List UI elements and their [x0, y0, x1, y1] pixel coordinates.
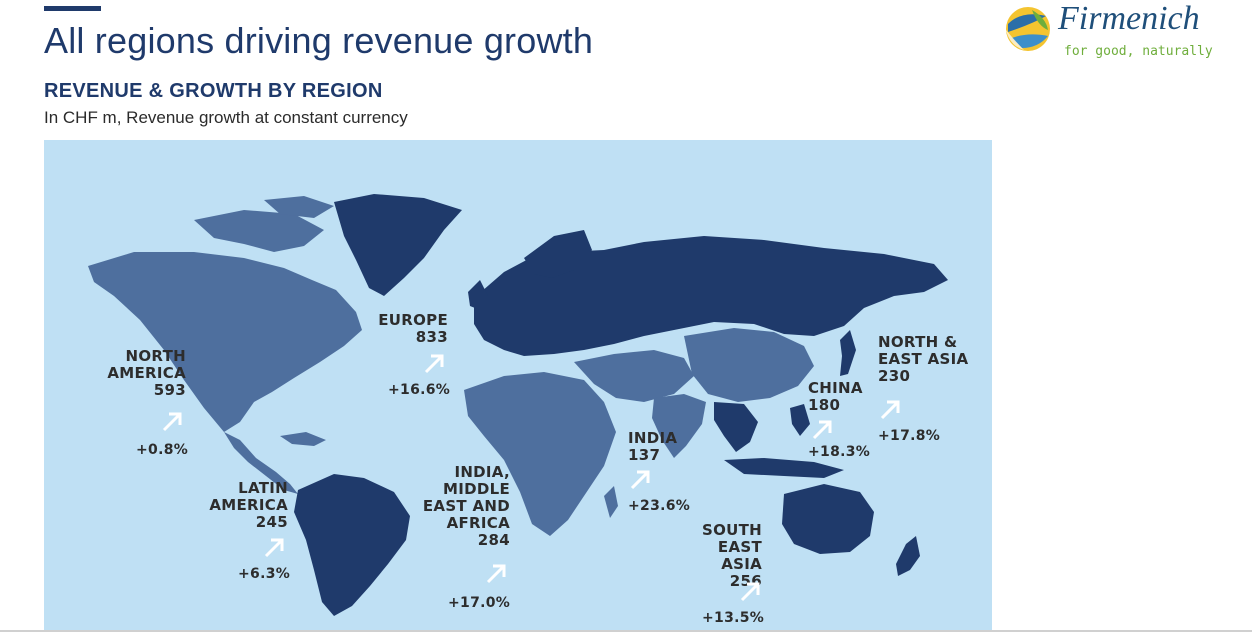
section-subtitle: REVENUE & GROWTH BY REGION	[44, 80, 383, 102]
southeast-asia-mainland-shape	[714, 402, 758, 452]
globe-logo-icon	[1006, 7, 1050, 51]
central-america-shape	[224, 432, 298, 494]
firmenich-logo: Firmenich for good, naturally	[1002, 0, 1213, 62]
region-label-south-east-asia: SOUTH EAST ASIA 256	[701, 521, 762, 590]
growth-india: +23.6%	[628, 498, 691, 514]
top-accent-rule	[44, 6, 101, 11]
world-map: NORTH AMERICA 593 +0.8% LATIN AMERICA 24…	[44, 140, 992, 632]
uk-shape	[468, 280, 488, 310]
growth-arrow-icon	[880, 400, 900, 420]
caribbean-shape	[280, 432, 326, 446]
growth-latin-america: +6.3%	[238, 566, 291, 582]
world-map-shapes	[88, 194, 948, 616]
bottom-divider	[0, 630, 1252, 632]
india-shape	[652, 394, 706, 458]
greenland-shape	[334, 194, 462, 296]
growth-arrow-icon	[740, 582, 760, 602]
middle-east-shape	[574, 350, 694, 402]
growth-arrow-icon	[812, 420, 832, 440]
north-america-shape	[88, 252, 362, 432]
growth-china: +18.3%	[808, 444, 871, 460]
madagascar-shape	[604, 486, 618, 518]
scandinavia-shape	[524, 230, 592, 278]
region-label-imea: INDIA, MIDDLE EAST AND AFRICA 284	[422, 463, 510, 549]
page-title: All regions driving revenue growth	[44, 20, 594, 61]
philippines-shape	[790, 404, 810, 436]
region-label-north-america: NORTH AMERICA 593	[107, 347, 186, 399]
growth-arrow-icon	[630, 470, 650, 490]
japan-shape	[840, 330, 856, 376]
region-label-north-east-asia: NORTH & EAST ASIA 230	[878, 333, 969, 385]
growth-arrow-icon	[486, 564, 506, 584]
growth-north-america: +0.8%	[136, 442, 189, 458]
europe-russia-shape	[474, 236, 948, 356]
china-shape	[684, 328, 814, 402]
region-label-europe: EUROPE 833	[378, 311, 448, 346]
arctic-islands-2-shape	[264, 196, 334, 218]
logo-tagline: for good, naturally	[1064, 44, 1213, 59]
new-zealand-shape	[896, 536, 920, 576]
logo-wordmark: Firmenich	[1058, 0, 1200, 37]
south-america-shape	[294, 474, 410, 616]
arctic-islands-shape	[194, 210, 324, 252]
growth-arrow-icon	[162, 412, 182, 432]
region-label-india: INDIA 137	[628, 429, 678, 464]
growth-arrow-icon	[424, 354, 444, 374]
australia-shape	[782, 484, 874, 554]
units-caption: In CHF m, Revenue growth at constant cur…	[44, 108, 408, 127]
growth-arrow-icon	[264, 538, 284, 558]
growth-europe: +16.6%	[388, 382, 451, 398]
growth-imea: +17.0%	[448, 595, 511, 611]
region-label-latin-america: LATIN AMERICA 245	[209, 479, 288, 531]
indonesia-shape	[724, 458, 844, 478]
region-label-china: CHINA 180	[808, 379, 863, 414]
growth-south-east-asia: +13.5%	[702, 610, 765, 626]
africa-shape	[464, 372, 616, 536]
growth-north-east-asia: +17.8%	[878, 428, 941, 444]
